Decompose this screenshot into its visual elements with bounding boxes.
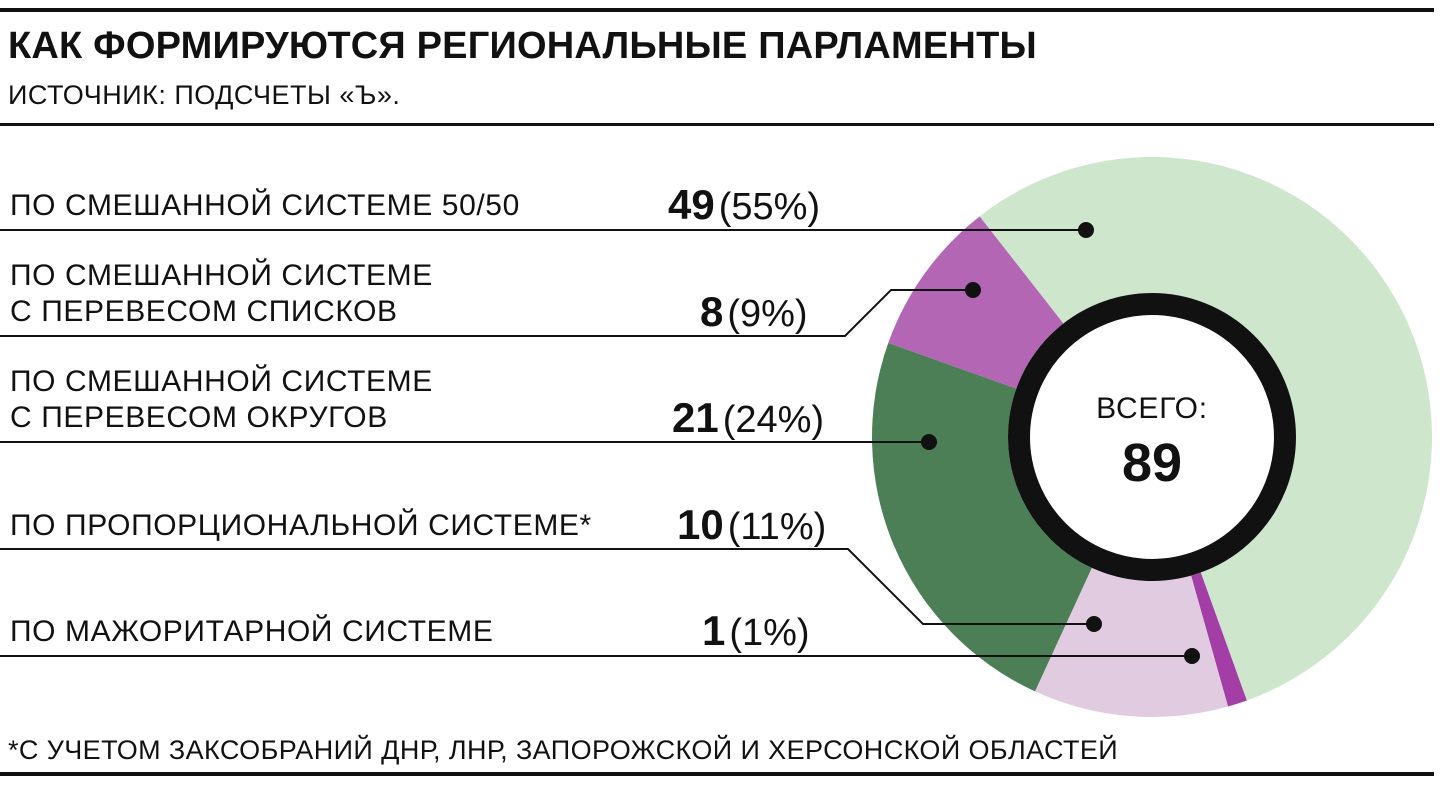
header-rule: [0, 123, 1434, 126]
chart-source: ИСТОЧНИК: ПОДСЧЕТЫ «Ъ».: [8, 80, 401, 110]
slice-mixed-50-50: [979, 157, 1433, 701]
value-majoritarian: 1 (1%): [702, 609, 832, 655]
leader-dot-mixed-districts: [921, 434, 937, 450]
value-mixed-districts: 21 (24%): [672, 396, 852, 442]
slice-majoritarian: [1191, 572, 1247, 707]
value-percent: (9%): [727, 293, 808, 335]
leader-dot-mixed-lists: [965, 282, 981, 298]
value-number: 8: [700, 288, 724, 335]
value-percent: (1%): [729, 612, 810, 654]
leader-proportional: [0, 548, 1094, 625]
slice-proportional: [1035, 567, 1229, 717]
leader-dot-majoritarian: [1184, 648, 1200, 664]
slice-mixed-lists: [888, 216, 1064, 389]
chart-title: КАК ФОРМИРУЮТСЯ РЕГИОНАЛЬНЫЕ ПАРЛАМЕНТЫ: [8, 25, 1037, 67]
value-number: 10: [677, 501, 724, 548]
footer-rule: [0, 772, 1434, 776]
value-percent: (24%): [722, 399, 825, 441]
value-percent: (11%): [727, 506, 827, 548]
center-total: 89: [1121, 433, 1183, 493]
top-rule: [0, 8, 1434, 12]
label-mixed-lists: ПО СМЕШАННОЙ СИСТЕМЕ С ПЕРЕВЕСОМ СПИСКОВ: [10, 259, 433, 328]
leader-dot-proportional: [1086, 616, 1102, 632]
value-number: 21: [672, 394, 719, 441]
label-mixed-50-50: ПО СМЕШАННОЙ СИСТЕМЕ 50/50: [10, 189, 520, 222]
value-mixed-50-50: 49 (55%): [668, 183, 848, 229]
footnote: *С УЧЕТОМ ЗАКСОБРАНИЙ ДНР, ЛНР, ЗАПОРОЖС…: [8, 735, 1119, 765]
value-proportional: 10 (11%): [677, 503, 847, 549]
value-percent: (55%): [718, 186, 821, 228]
value-number: 49: [668, 181, 715, 228]
value-mixed-lists: 8 (9%): [700, 290, 830, 336]
label-proportional: ПО ПРОПОРЦИОНАЛЬНОЙ СИСТЕМЕ*: [10, 509, 592, 542]
leader-dot-mixed-50-50: [1078, 222, 1094, 238]
label-majoritarian: ПО МАЖОРИТАРНОЙ СИСТЕМЕ: [10, 615, 494, 648]
center-caption: ВСЕГО:: [1096, 392, 1208, 425]
label-mixed-districts: ПО СМЕШАННОЙ СИСТЕМЕ С ПЕРЕВЕСОМ ОКРУГОВ: [10, 365, 433, 434]
value-number: 1: [702, 607, 726, 654]
